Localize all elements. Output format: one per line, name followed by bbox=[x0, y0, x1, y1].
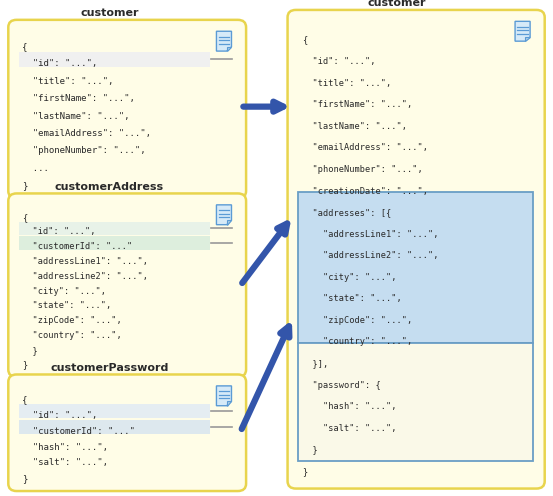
Text: }: } bbox=[22, 346, 38, 355]
Text: "hash": "...",: "hash": "...", bbox=[22, 442, 108, 451]
Text: "firstName": "...",: "firstName": "...", bbox=[302, 100, 413, 109]
Text: ...: ... bbox=[22, 164, 49, 173]
Polygon shape bbox=[216, 386, 232, 406]
Text: customerPassword: customerPassword bbox=[50, 363, 169, 373]
FancyBboxPatch shape bbox=[288, 10, 545, 489]
Text: "firstName": "...",: "firstName": "...", bbox=[22, 94, 135, 103]
Polygon shape bbox=[227, 220, 232, 225]
FancyBboxPatch shape bbox=[19, 52, 210, 67]
Text: "lastName": "...",: "lastName": "...", bbox=[22, 112, 129, 121]
Text: "state": "...",: "state": "...", bbox=[302, 294, 402, 304]
Text: }: } bbox=[22, 361, 27, 370]
FancyBboxPatch shape bbox=[8, 20, 246, 198]
Text: "state": "...",: "state": "...", bbox=[22, 302, 111, 310]
Text: "emailAddress": "...",: "emailAddress": "...", bbox=[302, 143, 429, 152]
FancyBboxPatch shape bbox=[18, 395, 236, 480]
Polygon shape bbox=[525, 37, 530, 41]
Text: customerAddress: customerAddress bbox=[55, 182, 164, 192]
Text: "emailAddress": "...",: "emailAddress": "...", bbox=[22, 129, 151, 138]
Text: "id": "...",: "id": "...", bbox=[22, 228, 96, 237]
Text: "addresses": [{: "addresses": [{ bbox=[302, 208, 392, 217]
Text: "country": "...",: "country": "...", bbox=[22, 331, 122, 340]
Text: {: { bbox=[22, 395, 28, 404]
Text: "customerId": "...": "customerId": "..." bbox=[22, 242, 132, 251]
Text: customer: customer bbox=[368, 0, 426, 8]
Text: "id": "...",: "id": "...", bbox=[22, 411, 97, 420]
Text: "id": "...",: "id": "...", bbox=[22, 60, 97, 68]
Text: "addressLine1": "...",: "addressLine1": "...", bbox=[302, 230, 439, 239]
FancyBboxPatch shape bbox=[298, 191, 533, 343]
Text: "addressLine2": "...",: "addressLine2": "...", bbox=[302, 251, 439, 260]
Polygon shape bbox=[216, 31, 232, 51]
Text: }],: }], bbox=[302, 359, 328, 368]
FancyBboxPatch shape bbox=[18, 213, 236, 366]
Text: }: } bbox=[302, 445, 318, 454]
Text: "city": "...",: "city": "...", bbox=[302, 273, 397, 282]
Text: customer: customer bbox=[80, 8, 139, 18]
Text: "title": "...",: "title": "...", bbox=[22, 77, 113, 86]
Polygon shape bbox=[216, 205, 232, 225]
FancyBboxPatch shape bbox=[298, 343, 533, 461]
Text: "country": "...",: "country": "...", bbox=[302, 337, 413, 347]
Text: "city": "...",: "city": "...", bbox=[22, 287, 106, 296]
Text: "id": "...",: "id": "...", bbox=[302, 57, 376, 66]
FancyBboxPatch shape bbox=[19, 420, 210, 434]
Text: "phoneNumber": "...",: "phoneNumber": "...", bbox=[22, 146, 146, 155]
FancyBboxPatch shape bbox=[19, 222, 210, 235]
Text: "hash": "...",: "hash": "...", bbox=[302, 402, 397, 411]
Text: "addressLine1": "...",: "addressLine1": "...", bbox=[22, 257, 148, 266]
Text: "zipCode": "...",: "zipCode": "...", bbox=[22, 316, 122, 325]
Text: {: { bbox=[22, 42, 28, 51]
Text: "salt": "...",: "salt": "...", bbox=[302, 424, 397, 433]
Text: "creationDate": "...",: "creationDate": "...", bbox=[302, 186, 429, 195]
Text: "zipCode": "...",: "zipCode": "...", bbox=[302, 316, 413, 325]
FancyBboxPatch shape bbox=[8, 193, 246, 377]
Text: }: } bbox=[22, 474, 28, 483]
Text: {: { bbox=[302, 36, 307, 45]
Text: "password": {: "password": { bbox=[302, 380, 381, 390]
Polygon shape bbox=[515, 21, 530, 41]
Text: "salt": "...",: "salt": "...", bbox=[22, 458, 108, 467]
Text: "addressLine2": "...",: "addressLine2": "...", bbox=[22, 272, 148, 281]
FancyBboxPatch shape bbox=[19, 404, 210, 419]
Text: }: } bbox=[22, 181, 28, 190]
Text: "customerId": "...": "customerId": "..." bbox=[22, 427, 135, 435]
Text: {: { bbox=[22, 213, 27, 222]
Text: "lastName": "...",: "lastName": "...", bbox=[302, 122, 408, 131]
Polygon shape bbox=[227, 401, 232, 406]
Polygon shape bbox=[227, 47, 232, 51]
Text: "title": "...",: "title": "...", bbox=[302, 79, 392, 88]
Text: "phoneNumber": "...",: "phoneNumber": "...", bbox=[302, 165, 423, 174]
FancyBboxPatch shape bbox=[8, 374, 246, 491]
Text: }: } bbox=[302, 467, 307, 476]
FancyBboxPatch shape bbox=[19, 237, 210, 249]
